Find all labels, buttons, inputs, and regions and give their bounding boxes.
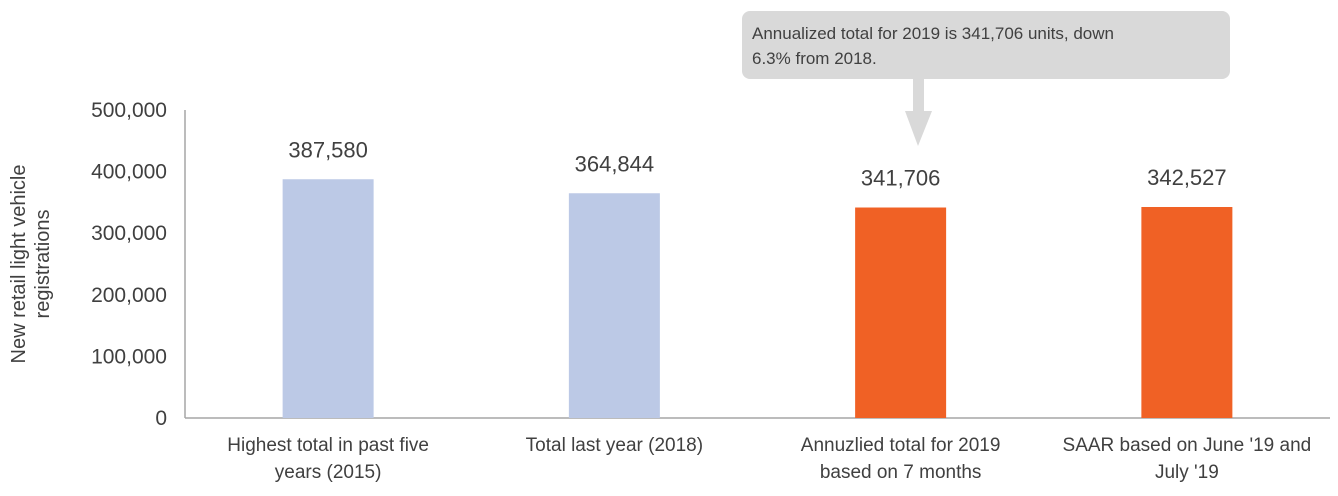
- annotation-callout: Annualized total for 2019 is 341,706 uni…: [742, 11, 1230, 146]
- x-tick-label: Annuzlied total for 2019 based on 7 month…: [801, 435, 1001, 483]
- x-tick-label: SAAR based on June '19 and July '19: [1063, 435, 1312, 483]
- data-labels: 387,580 364,844 341,706 342,527: [288, 137, 1226, 190]
- y-axis-label-line: New retail light vehicle: [8, 165, 30, 364]
- y-axis-label-line: registrations: [32, 210, 54, 319]
- y-tick-label: 100,000: [91, 345, 167, 368]
- x-tick-label-line: July '19: [1155, 462, 1219, 483]
- x-tick-label-line: Highest total in past five: [227, 435, 429, 456]
- bar: [855, 207, 947, 418]
- annotation-text-line: Annualized total for 2019 is 341,706 uni…: [752, 24, 1114, 43]
- y-axis-ticks: 0 100,000 200,000 300,000 400,000 500,000: [91, 99, 167, 430]
- y-axis-label: New retail light vehicle registrations: [8, 165, 54, 364]
- x-tick-label-line: based on 7 months: [820, 462, 982, 483]
- bar: [568, 193, 660, 418]
- y-tick-label: 300,000: [91, 222, 167, 245]
- x-tick-label-line: Annuzlied total for 2019: [801, 435, 1001, 456]
- y-axis-title: New retail light vehicle registrations: [8, 165, 54, 364]
- x-tick-label: Total last year (2018): [526, 435, 703, 456]
- annotation-arrow-shaft: [913, 79, 924, 111]
- x-tick-label: Highest total in past five years (2015): [227, 435, 429, 483]
- x-tick-label-line: SAAR based on June '19 and: [1063, 435, 1312, 456]
- bar-value-label: 341,706: [861, 166, 941, 191]
- y-tick-label: 200,000: [91, 284, 167, 307]
- y-tick-label: 400,000: [91, 161, 167, 184]
- bar-value-label: 342,527: [1147, 165, 1227, 190]
- y-tick-label: 500,000: [91, 99, 167, 122]
- axes: [184, 110, 1330, 419]
- annotation-text: Annualized total for 2019 is 341,706 uni…: [752, 24, 1114, 68]
- bar: [1141, 207, 1233, 418]
- x-tick-label-line: years (2015): [275, 462, 382, 483]
- bar-value-label: 364,844: [575, 151, 655, 176]
- x-tick-label-line: Total last year (2018): [526, 435, 703, 456]
- annotation-box: [742, 11, 1230, 79]
- bar-value-label: 387,580: [288, 137, 368, 162]
- annotation-text-line: 6.3% from 2018.: [752, 49, 877, 68]
- y-tick-label: 0: [155, 407, 167, 430]
- bars: [282, 179, 1233, 418]
- x-axis-ticks: Highest total in past five years (2015) To…: [227, 435, 1311, 483]
- annotation-arrow-head: [905, 111, 932, 146]
- bar: [282, 179, 374, 418]
